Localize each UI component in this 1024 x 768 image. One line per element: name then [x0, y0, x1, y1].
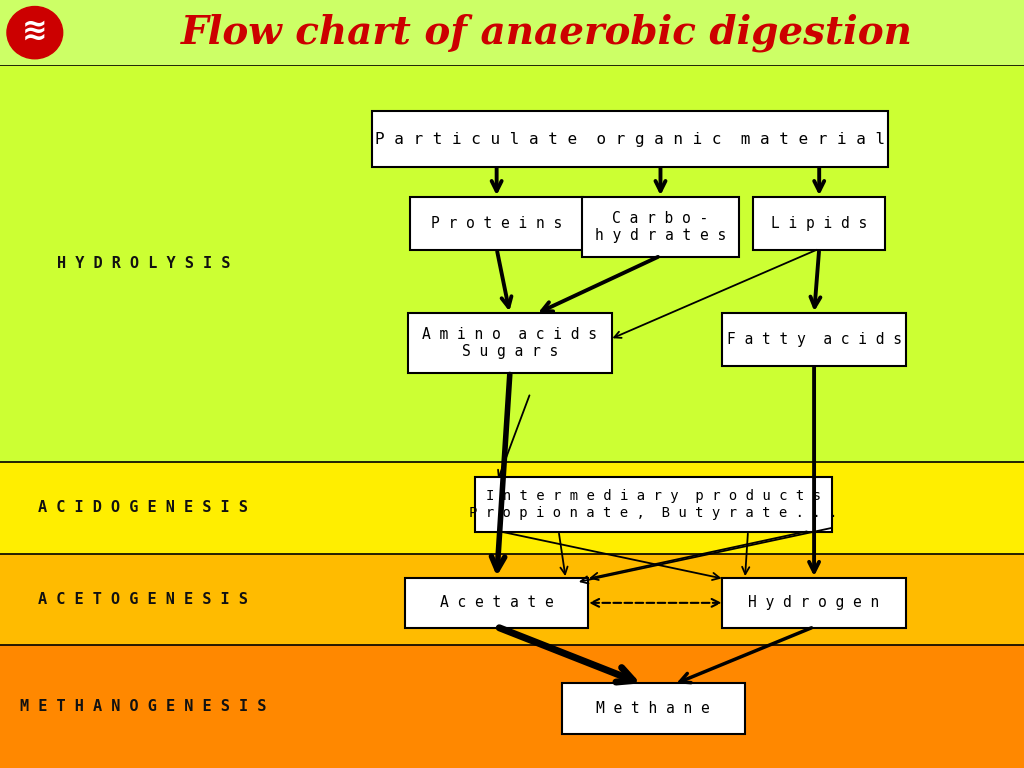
FancyBboxPatch shape: [723, 578, 906, 628]
FancyBboxPatch shape: [372, 111, 888, 167]
FancyBboxPatch shape: [561, 683, 745, 733]
Bar: [0, 65, 1024, 462]
Text: P a r t i c u l a t e  o r g a n i c  m a t e r i a l: P a r t i c u l a t e o r g a n i c m a …: [375, 131, 885, 147]
Text: M E T H A N O G E N E S I S: M E T H A N O G E N E S I S: [20, 699, 266, 714]
Text: A c e t a t e: A c e t a t e: [439, 595, 554, 611]
Text: I n t e r m e d i a r y  p r o d u c t s
P r o p i o n a t e ,  B u t y r a t e : I n t e r m e d i a r y p r o d u c t s …: [469, 489, 838, 520]
Text: A m i n o  a c i d s
S u g a r s: A m i n o a c i d s S u g a r s: [423, 326, 597, 359]
FancyBboxPatch shape: [475, 477, 831, 532]
Text: H Y D R O L Y S I S: H Y D R O L Y S I S: [56, 257, 230, 271]
FancyBboxPatch shape: [410, 197, 584, 250]
Text: P r o t e i n s: P r o t e i n s: [431, 216, 562, 231]
Bar: [0, 554, 1024, 645]
Bar: [0, 462, 1024, 554]
FancyBboxPatch shape: [754, 197, 885, 250]
Text: Flow chart of anaerobic digestion: Flow chart of anaerobic digestion: [181, 13, 912, 52]
FancyBboxPatch shape: [408, 313, 611, 373]
FancyBboxPatch shape: [723, 313, 906, 366]
Text: F a t t y  a c i d s: F a t t y a c i d s: [727, 332, 901, 347]
Text: A C E T O G E N E S I S: A C E T O G E N E S I S: [39, 592, 248, 607]
FancyBboxPatch shape: [404, 578, 588, 628]
Text: A C I D O G E N E S I S: A C I D O G E N E S I S: [39, 501, 248, 515]
FancyBboxPatch shape: [582, 197, 739, 257]
Text: C a r b o -
h y d r a t e s: C a r b o - h y d r a t e s: [595, 210, 726, 243]
Circle shape: [7, 7, 62, 59]
Text: ≋: ≋: [23, 17, 47, 46]
Bar: [0, 645, 1024, 768]
Text: H y d r o g e n: H y d r o g e n: [749, 595, 880, 611]
Text: L i p i d s: L i p i d s: [771, 216, 867, 231]
Text: M e t h a n e: M e t h a n e: [596, 700, 711, 716]
